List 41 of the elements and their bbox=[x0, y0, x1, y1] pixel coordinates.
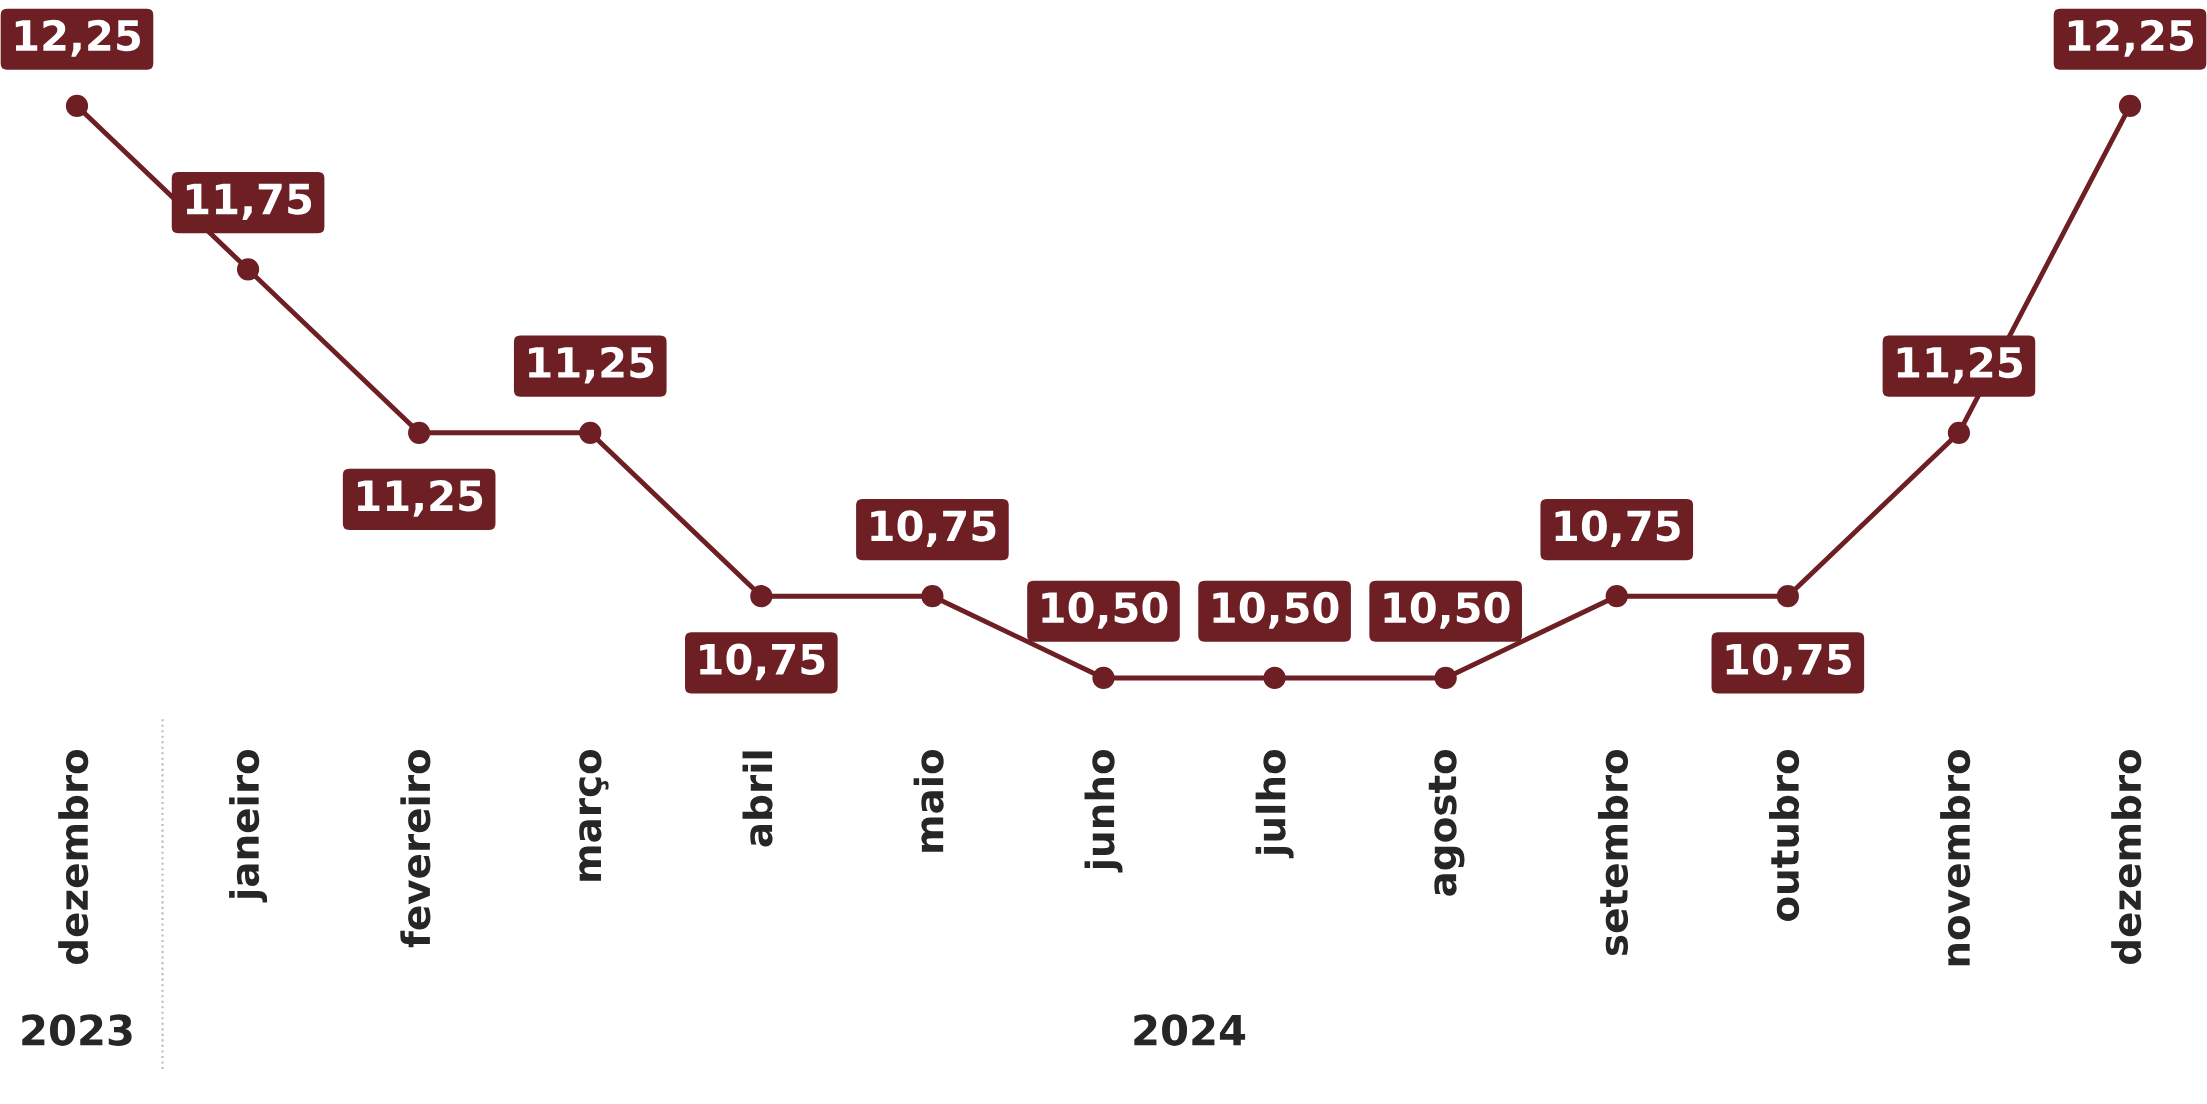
text: 2023 bbox=[22, 1014, 132, 1046]
data-label: 10,50 bbox=[1042, 591, 1168, 629]
x-tick-label: julho bbox=[1255, 749, 1294, 859]
text: 2024 bbox=[1134, 1014, 1246, 1046]
data-label: 10,75 bbox=[1726, 643, 1851, 681]
data-label: 11,25 bbox=[1897, 346, 2022, 384]
point bbox=[1776, 585, 1799, 608]
data-label: 12,25 bbox=[15, 19, 140, 57]
point bbox=[1947, 421, 1971, 444]
x-tick-label: fevereiro bbox=[400, 749, 431, 948]
x-tick-label: janeiro bbox=[229, 749, 268, 903]
data-label: 10,75 bbox=[1555, 510, 1680, 547]
x-tick-label: setembro bbox=[1597, 749, 1629, 955]
data-label: 11,75 bbox=[186, 183, 312, 221]
x-tick-label: dezembro bbox=[58, 749, 89, 964]
point bbox=[1263, 666, 1286, 690]
x-tick-label: abril bbox=[742, 751, 773, 847]
data-label: 12,25 bbox=[2068, 19, 2193, 57]
point bbox=[1092, 666, 1115, 690]
x-tick-label: maio bbox=[913, 749, 944, 852]
point bbox=[65, 94, 89, 117]
data-label: 10,50 bbox=[1384, 591, 1510, 629]
data-label: 10,75 bbox=[700, 643, 825, 681]
x-tick-label: dezembro bbox=[2111, 749, 2142, 964]
point bbox=[750, 585, 773, 608]
point bbox=[579, 421, 602, 444]
point bbox=[2118, 94, 2142, 117]
data-label: 11,25 bbox=[529, 346, 654, 384]
point bbox=[408, 421, 431, 444]
x-tick-label: agosto bbox=[1428, 749, 1465, 896]
x-tick-label: outubro bbox=[1769, 749, 1800, 921]
data-label: 11,25 bbox=[357, 480, 483, 517]
point bbox=[1434, 666, 1457, 690]
data-label: 10,75 bbox=[871, 510, 996, 547]
data-label: 10,50 bbox=[1213, 591, 1339, 629]
point bbox=[921, 585, 944, 608]
point bbox=[1605, 585, 1628, 608]
x-tick-label: junho bbox=[1084, 749, 1123, 873]
x-tick-label: novembro bbox=[1940, 749, 1971, 966]
point bbox=[236, 258, 260, 281]
x-tick-label: março bbox=[579, 749, 609, 881]
